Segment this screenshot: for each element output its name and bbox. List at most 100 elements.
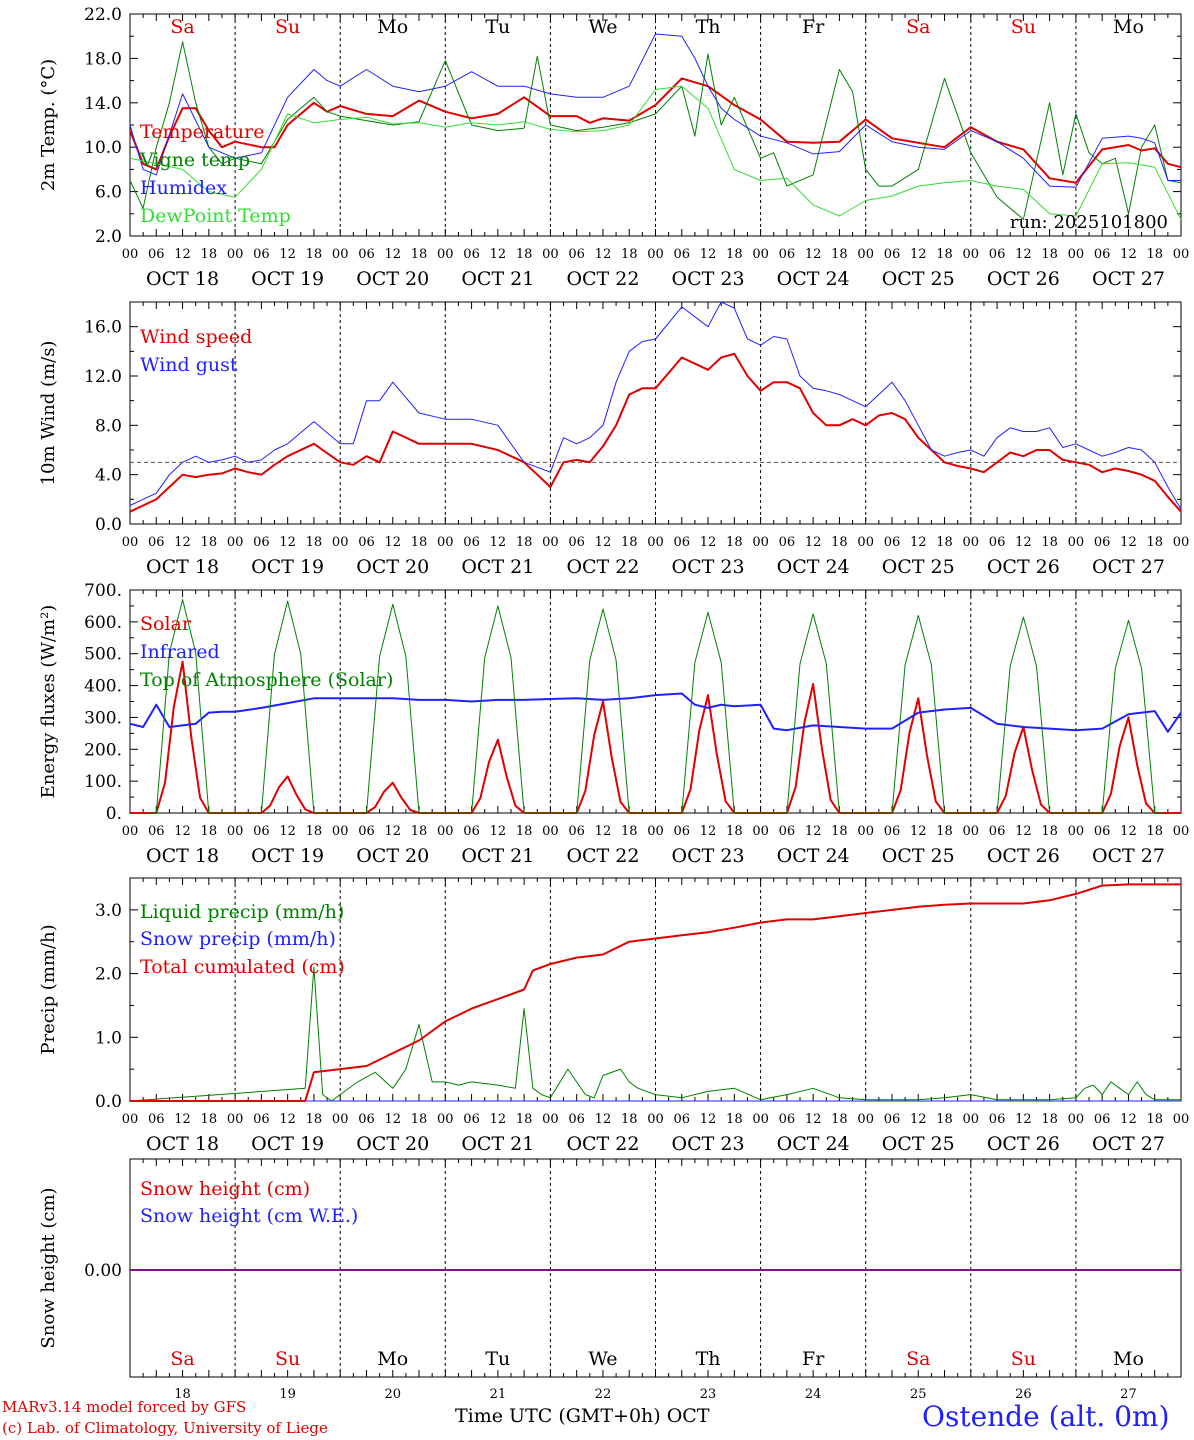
hour-tick-label: 12 <box>384 1112 401 1127</box>
hour-tick-label: 18 <box>621 247 638 262</box>
legend-entry: Temperature <box>140 121 264 143</box>
day-label: OCT 22 <box>566 845 639 867</box>
hour-tick-label: 00 <box>1068 247 1085 262</box>
day-label: OCT 26 <box>987 845 1060 867</box>
hour-tick-label: 18 <box>411 247 428 262</box>
day-label: OCT 27 <box>1092 845 1165 867</box>
hour-tick-label: 18 <box>306 535 323 550</box>
hour-tick-label: 00 <box>647 824 664 839</box>
hour-tick-label: 06 <box>989 1112 1006 1127</box>
hour-tick-label: 06 <box>989 247 1006 262</box>
hour-tick-label: 18 <box>831 824 848 839</box>
hour-tick-label: 06 <box>568 247 585 262</box>
day-label: OCT 21 <box>461 268 534 290</box>
hour-tick-label: 18 <box>306 824 323 839</box>
hour-tick-label: 06 <box>358 535 375 550</box>
hour-tick-label: 06 <box>674 535 691 550</box>
hour-tick-label: 06 <box>989 824 1006 839</box>
hour-tick-label: 06 <box>568 1112 585 1127</box>
hour-tick-label: 06 <box>358 824 375 839</box>
hour-tick-label: 06 <box>884 1112 901 1127</box>
weekday-label: Mo <box>1113 1348 1144 1370</box>
day-number-label: 20 <box>384 1387 401 1402</box>
day-label: OCT 27 <box>1092 268 1165 290</box>
weekday-label: Su <box>1011 1348 1036 1370</box>
weekday-label: Mo <box>377 16 408 38</box>
hour-tick-label: 06 <box>148 1112 165 1127</box>
hour-tick-label: 12 <box>910 247 927 262</box>
weekday-label: Th <box>696 1348 721 1370</box>
weekday-label: Mo <box>1113 16 1144 38</box>
day-label: OCT 20 <box>356 1133 429 1155</box>
hour-tick-label: 12 <box>279 1112 296 1127</box>
hour-tick-label: 18 <box>936 824 953 839</box>
weekday-label: Sa <box>170 1348 194 1370</box>
hour-tick-label: 00 <box>122 824 139 839</box>
day-number-label: 27 <box>1120 1387 1137 1402</box>
day-label: OCT 26 <box>987 1133 1060 1155</box>
hour-tick-label: 12 <box>174 824 191 839</box>
y-tick-label: 200. <box>84 740 122 760</box>
hour-tick-label: 00 <box>752 247 769 262</box>
day-label: OCT 22 <box>566 268 639 290</box>
hour-tick-label: 18 <box>201 535 218 550</box>
day-label: OCT 18 <box>146 845 219 867</box>
y-tick-label: 6.0 <box>95 183 122 203</box>
y-tick-label: 22.0 <box>84 5 122 25</box>
hour-tick-label: 06 <box>1094 247 1111 262</box>
hour-tick-label: 00 <box>1173 824 1190 839</box>
day-number-label: 21 <box>490 1387 507 1402</box>
hour-tick-label: 18 <box>1146 1112 1163 1127</box>
day-label: OCT 26 <box>987 268 1060 290</box>
hour-tick-label: 00 <box>1068 824 1085 839</box>
day-number-label: 26 <box>1015 1387 1032 1402</box>
hour-tick-label: 06 <box>253 824 270 839</box>
hour-tick-label: 06 <box>463 247 480 262</box>
hour-tick-label: 12 <box>279 535 296 550</box>
day-number-label: 23 <box>700 1387 717 1402</box>
hour-tick-label: 12 <box>910 1112 927 1127</box>
hour-tick-label: 00 <box>1173 1112 1190 1127</box>
hour-tick-label: 12 <box>174 535 191 550</box>
hour-tick-label: 18 <box>726 535 743 550</box>
panel-frame <box>129 589 1182 814</box>
day-label: OCT 26 <box>987 556 1060 578</box>
hour-tick-label: 18 <box>201 1112 218 1127</box>
hour-tick-label: 06 <box>674 1112 691 1127</box>
weekday-label: Tu <box>485 1348 510 1370</box>
y-tick-label: 0.00 <box>84 1261 122 1281</box>
series-wind-gust <box>129 301 1182 510</box>
weekday-label: Fr <box>802 1348 825 1370</box>
hour-tick-label: 18 <box>201 824 218 839</box>
hour-tick-label: 18 <box>936 247 953 262</box>
hour-tick-label: 12 <box>174 1112 191 1127</box>
hour-tick-label: 00 <box>227 1112 244 1127</box>
y-tick-label: 2.0 <box>95 227 122 247</box>
hour-tick-label: 12 <box>595 535 612 550</box>
day-label: OCT 27 <box>1092 1133 1165 1155</box>
lab-credit: (c) Lab. of Climatology, University of L… <box>2 1419 328 1437</box>
panel-temperature: 2.0 6.0 10.0 14.0 18.0 22.0 2m Temp. (°C) 00 06 1… <box>38 5 1189 290</box>
legend-entry: Wind gust <box>140 354 238 376</box>
series-top-of-atmosphere-solar- <box>147 599 1164 814</box>
station-name: Ostende (alt. 0m) <box>922 1400 1170 1433</box>
y-tick-label: 300. <box>84 708 122 728</box>
y-tick-label: 100. <box>84 772 122 792</box>
hour-tick-label: 00 <box>332 1112 349 1127</box>
hour-tick-label: 18 <box>726 1112 743 1127</box>
hour-tick-label: 06 <box>148 535 165 550</box>
y-tick-label: 4.0 <box>95 466 122 486</box>
y-axis-title: Precip (mm/h) <box>38 924 59 1054</box>
legend-entry: Liquid precip (mm/h) <box>140 901 344 923</box>
hour-tick-label: 00 <box>332 535 349 550</box>
hour-tick-label: 18 <box>411 824 428 839</box>
hour-tick-label: 06 <box>358 1112 375 1127</box>
hour-tick-label: 00 <box>647 1112 664 1127</box>
y-tick-label: 10.0 <box>84 138 122 158</box>
hour-tick-label: 18 <box>621 824 638 839</box>
hour-tick-label: 12 <box>1120 1112 1137 1127</box>
hour-tick-label: 06 <box>884 824 901 839</box>
hour-tick-label: 18 <box>411 535 428 550</box>
hour-tick-label: 12 <box>700 535 717 550</box>
hour-tick-label: 18 <box>726 824 743 839</box>
